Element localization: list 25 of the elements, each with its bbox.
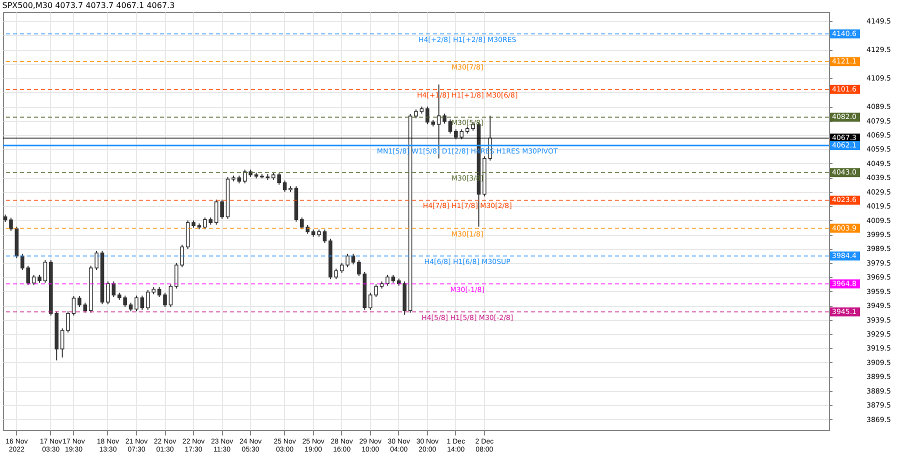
candlestick xyxy=(112,280,116,298)
candlestick xyxy=(386,274,390,286)
candlestick xyxy=(66,310,70,334)
candlestick xyxy=(32,274,36,286)
candlestick xyxy=(220,199,224,220)
candlestick xyxy=(106,280,110,305)
candlestick xyxy=(60,328,64,358)
candlestick xyxy=(140,295,144,310)
candlestick xyxy=(72,296,76,316)
candlestick xyxy=(214,199,218,226)
chart-title: SPX500,M30 4073.7 4073.7 4067.1 4067.3 xyxy=(2,1,175,10)
candlestick xyxy=(43,260,48,284)
candlestick xyxy=(448,118,452,134)
candlestick xyxy=(163,292,167,308)
candlestick xyxy=(282,180,287,192)
candlestick xyxy=(134,295,138,312)
candlestick xyxy=(357,260,361,277)
candlestick xyxy=(9,217,13,232)
candlestick xyxy=(340,262,344,274)
candlestick xyxy=(322,229,327,244)
candlestick xyxy=(442,113,446,124)
candlestick xyxy=(94,250,98,271)
candlestick xyxy=(157,286,162,298)
candlestick xyxy=(168,284,173,308)
candlestick xyxy=(346,253,350,268)
